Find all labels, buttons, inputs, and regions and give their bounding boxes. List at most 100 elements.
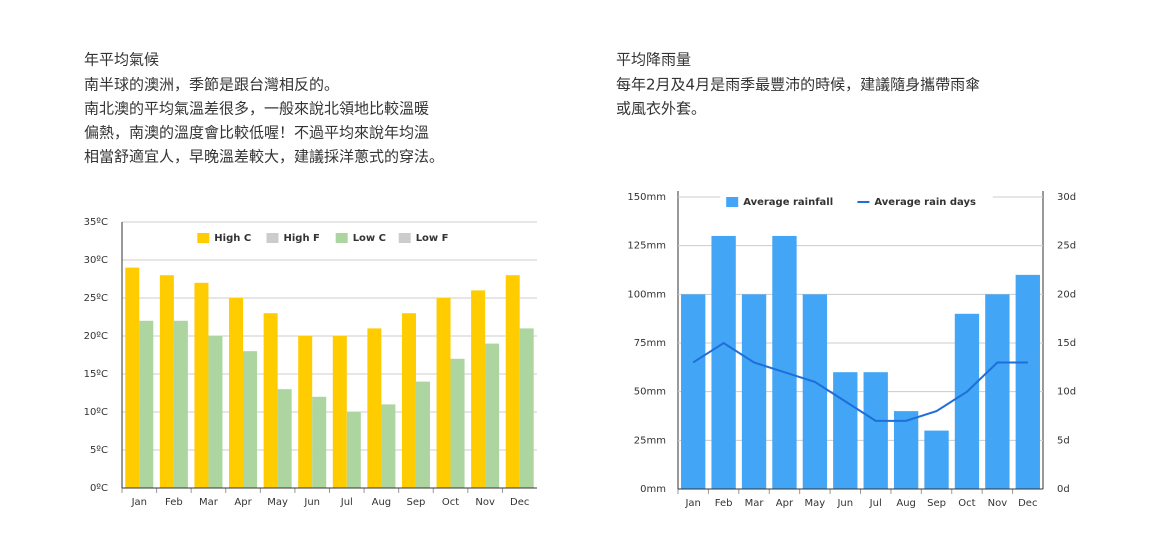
y-tick-label: 50mm [634,387,666,398]
bar [471,290,486,488]
y-tick-label: 125mm [627,241,666,252]
x-tick-label: Apr [776,498,794,509]
x-tick-label: May [805,498,826,509]
y-tick-label: 0ºC [90,483,108,494]
legend-swatch [726,197,739,207]
y2-tick-label: 10d [1057,387,1076,398]
section-text: 南北澳的平均氣溫差很多，一般來說北領地比較溫暖 [84,100,429,118]
bar [194,282,209,488]
bar [519,328,534,488]
legend-bg [720,193,993,211]
x-tick-label: Jun [303,497,320,508]
bar [415,381,430,488]
legend-label: Average rainfall [743,197,833,208]
bar [436,298,451,488]
bar [173,320,188,488]
section-heading: 年平均氣候 [84,51,159,69]
bar [243,351,258,488]
y-tick-label: 10ºC [84,407,108,418]
y-tick-label: 75mm [634,338,666,349]
section-text: 或風衣外套。 [616,100,706,118]
bar [772,235,797,489]
legend-label: Low C [353,233,386,244]
bar [741,294,767,489]
y-tick-label: 0mm [640,484,666,495]
y-tick-label: 30ºC [84,255,108,266]
y2-tick-label: 5d [1057,435,1070,446]
x-tick-label: Dec [1018,498,1037,509]
x-tick-label: Jun [836,498,853,509]
bar [893,411,919,489]
y-tick-label: 25ºC [84,293,108,304]
bar [332,336,347,488]
y2-tick-label: 20d [1057,289,1076,300]
bar [954,313,980,489]
legend-swatch [398,233,411,243]
bar [485,343,500,488]
y-tick-label: 5ºC [90,445,108,456]
y2-tick-label: 25d [1057,241,1076,252]
bar [985,294,1010,489]
legend-swatch [197,233,210,243]
bar [833,372,858,489]
y-tick-label: 15ºC [84,369,108,380]
bar [863,372,888,489]
x-tick-label: Dec [510,497,529,508]
section-text: 偏熱，南澳的溫度會比較低喔！不過平均來說年均溫 [84,124,429,142]
bar [139,320,154,488]
y2-tick-label: 0d [1057,484,1070,495]
legend-label: Low F [416,233,449,244]
legend-swatch [266,233,279,243]
bar [450,358,465,488]
x-tick-label: Apr [234,497,252,508]
x-tick-label: Oct [442,497,459,508]
x-tick-label: Sep [407,497,426,508]
bar [505,275,520,488]
x-tick-label: Nov [475,497,495,508]
x-tick-label: Mar [199,497,219,508]
bar [681,294,706,489]
legend-swatch [335,233,348,243]
bar [229,298,244,488]
y-tick-label: 100mm [627,289,666,300]
x-tick-label: Feb [715,498,733,509]
section-text: 每年2月及4月是雨季最豐沛的時候，建議隨身攜帶雨傘 [616,76,980,94]
x-tick-label: Jan [131,497,147,508]
bar [263,313,278,488]
x-tick-label: Feb [165,497,183,508]
y2-tick-label: 15d [1057,338,1076,349]
x-tick-label: Aug [896,498,916,509]
legend-label: Average rain days [874,197,976,208]
bar [125,267,140,488]
bar [312,396,327,488]
bar [298,336,313,488]
legend-label: High F [284,233,320,244]
bar [401,313,416,488]
bar [277,389,292,488]
x-tick-label: Nov [988,498,1008,509]
section-text: 相當舒適宜人，早晚溫差較大，建議採洋蔥式的穿法。 [84,148,444,166]
x-tick-label: Sep [927,498,946,509]
section-text: 南半球的澳洲，季節是跟台灣相反的。 [84,76,339,94]
x-tick-label: Mar [745,498,765,509]
y-tick-label: 25mm [634,435,666,446]
legend-label: High C [214,233,251,244]
bar [346,412,361,488]
section-heading: 平均降雨量 [616,51,691,69]
y-tick-label: 150mm [627,192,666,203]
bar [711,235,736,489]
y-tick-label: 35ºC [84,217,108,228]
x-tick-label: May [267,497,288,508]
line-series [692,341,1028,422]
bar [381,404,396,488]
bar [924,430,949,489]
bar [208,336,223,488]
x-tick-label: Jul [869,498,882,509]
x-tick-label: Jul [340,497,353,508]
bar [1015,274,1040,489]
y-tick-label: 20ºC [84,331,108,342]
y2-tick-label: 30d [1057,192,1076,203]
x-tick-label: Oct [958,498,975,509]
